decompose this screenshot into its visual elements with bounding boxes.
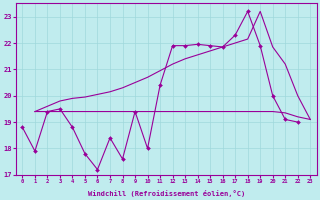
X-axis label: Windchill (Refroidissement éolien,°C): Windchill (Refroidissement éolien,°C) bbox=[88, 190, 245, 197]
